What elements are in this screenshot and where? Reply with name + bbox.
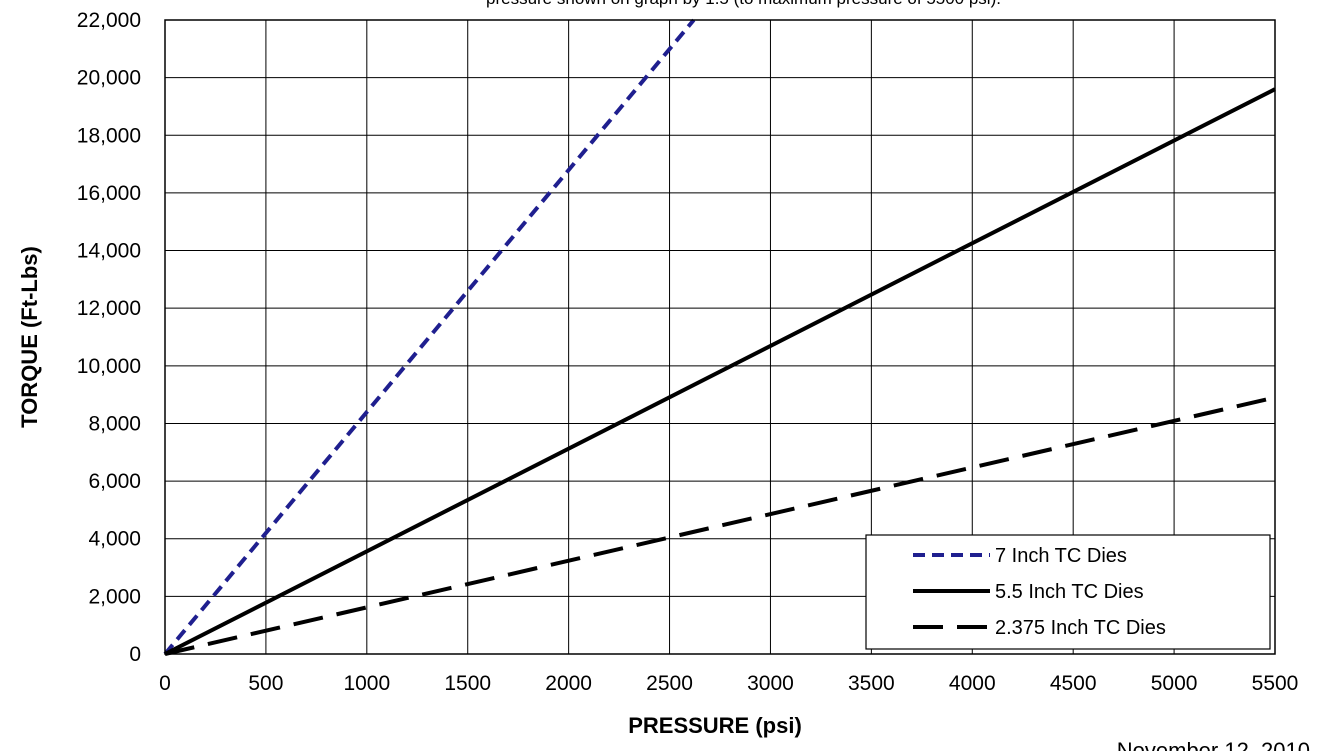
plot-area-border bbox=[164, 19, 1276, 655]
x-tick-label: 4500 bbox=[1050, 672, 1097, 695]
series-line-5-5-inch-tc-dies bbox=[164, 87, 1276, 656]
series-lines bbox=[163, 18, 1276, 656]
legend-label: 5.5 Inch TC Dies bbox=[995, 581, 1144, 603]
y-tick-label: 12,000 bbox=[77, 297, 141, 320]
x-tick-label: 3500 bbox=[848, 672, 895, 695]
y-axis-title: TORQUE (Ft-Lbs) bbox=[17, 246, 42, 428]
legend-label: 7 Inch TC Dies bbox=[995, 545, 1127, 567]
y-tick-label: 2,000 bbox=[88, 585, 141, 608]
x-tick-label: 4000 bbox=[949, 672, 996, 695]
x-tick-label: 2000 bbox=[545, 672, 592, 695]
y-tick-labels: 0 2,000 4,000 6,000 8,000 10,000 12,000 14,000 1… bbox=[77, 9, 141, 666]
x-tick-label: 5000 bbox=[1151, 672, 1198, 695]
date-label: November 12, 2010 bbox=[1117, 738, 1310, 751]
series-line-2-375-inch-tc-dies bbox=[164, 395, 1276, 656]
y-tick-label: 0 bbox=[129, 643, 141, 666]
legend-items: 7 Inch TC Dies 5.5 Inch TC Dies 2.375 Inch… bbox=[913, 545, 1166, 639]
x-tick-label: 1000 bbox=[343, 672, 390, 695]
y-tick-label: 8,000 bbox=[88, 412, 141, 435]
y-tick-label: 22,000 bbox=[77, 9, 141, 32]
x-tick-labels: 0 500 1000 1500 2000 2500 3000 3500 4000 4500 5000… bbox=[159, 672, 1298, 695]
x-tick-label: 2500 bbox=[646, 672, 693, 695]
y-tick-label: 14,000 bbox=[77, 240, 141, 263]
legend: 7 Inch TC Dies 5.5 Inch TC Dies 2.375 Inch… bbox=[865, 534, 1271, 650]
y-tick-label: 10,000 bbox=[77, 355, 141, 378]
y-tick-label: 6,000 bbox=[88, 470, 141, 493]
y-tick-label: 4,000 bbox=[88, 528, 141, 551]
x-tick-label: 500 bbox=[248, 672, 283, 695]
y-tick-label: 18,000 bbox=[77, 124, 141, 147]
x-tick-label: 0 bbox=[159, 672, 171, 695]
x-tick-label: 5500 bbox=[1252, 672, 1299, 695]
x-tick-label: 1500 bbox=[444, 672, 491, 695]
x-axis-title: PRESSURE (psi) bbox=[628, 713, 802, 738]
y-tick-label: 16,000 bbox=[77, 182, 141, 205]
legend-label: 2.375 Inch TC Dies bbox=[995, 617, 1166, 639]
y-tick-label: 20,000 bbox=[77, 67, 141, 90]
chart-note: pressure shown on graph by 1.5 (to maxim… bbox=[486, 0, 1001, 8]
x-tick-label: 3000 bbox=[747, 672, 794, 695]
series-line-7-inch-tc-dies bbox=[163, 18, 696, 656]
